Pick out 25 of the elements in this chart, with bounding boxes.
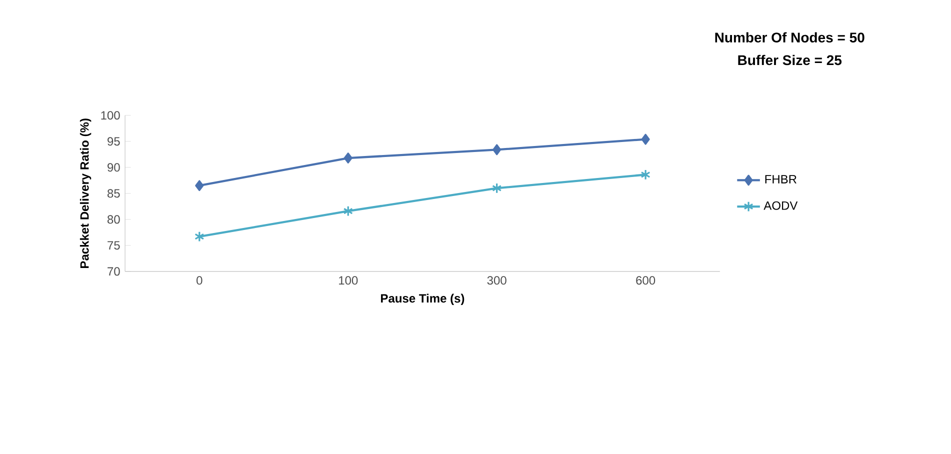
y-tick-label: 80 [108,215,120,224]
y-tick-label: 70 [108,267,120,276]
point [640,169,650,180]
point [194,231,204,242]
point [195,180,204,191]
x-tick-label: 100 [339,276,358,285]
y-tick-label: 90 [108,163,120,172]
y-tick-label: 75 [108,241,120,250]
text: Buffer Size = 25 [738,54,842,66]
y-tick-label: 85 [108,189,120,198]
x-axis-title: Pause Time (s) [381,294,464,305]
point [492,144,502,156]
y-tick-label: 100 [101,111,120,120]
legend-label: FHBR [765,174,796,184]
y-tick-label: 95 [108,137,120,146]
point [492,182,502,194]
point [343,206,353,216]
text: Number Of Nodes = 50 [715,32,864,42]
x-tick-label: 300 [487,276,506,285]
point [344,152,352,164]
y-axis-title: Packket Delivery Ratio (%) [80,118,92,268]
point [641,134,650,145]
x-tick-label: 600 [636,276,656,285]
x-tick-label: 0 [196,276,202,285]
legend-label: AODV [764,201,798,210]
